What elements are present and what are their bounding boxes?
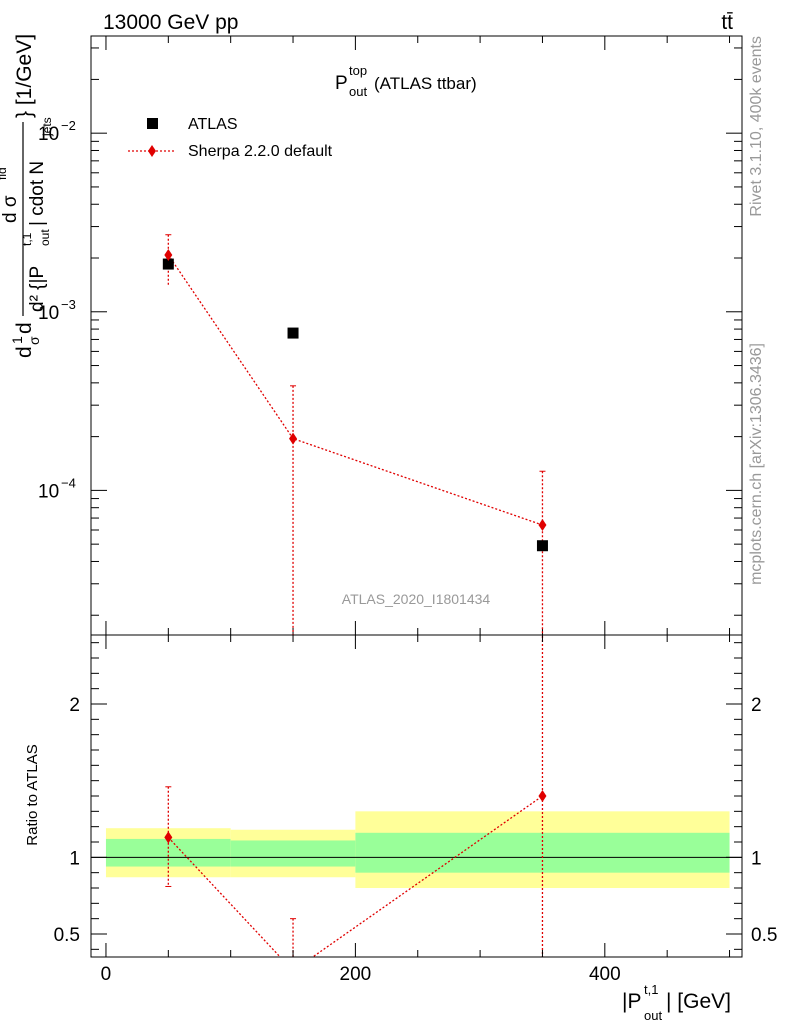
x-tick-label: 200 <box>340 964 372 985</box>
header-left: 13000 GeV pp <box>103 11 238 34</box>
legend-marker-atlas <box>147 118 158 129</box>
main-y-tick-label-exp: −3 <box>61 297 76 312</box>
main-title-main: P <box>335 73 348 94</box>
ratio-y-tick-label-right: 0.5 <box>751 925 777 946</box>
ratio-ticks <box>91 635 742 957</box>
main-y-label-d2: d <box>13 322 36 334</box>
x-label-sub: out <box>644 1008 662 1023</box>
main-title-sub: out <box>349 84 367 99</box>
main-y-tick-label-exp: −2 <box>61 118 76 133</box>
ratio-y-tick-label-right: 1 <box>751 848 762 869</box>
ratio-band-inner <box>230 840 356 867</box>
ratio-y-label: Ratio to ATLAS <box>24 744 41 845</box>
main-y-tick-label: 10 <box>38 303 59 324</box>
ratio-y-tick-label: 0.5 <box>54 925 80 946</box>
sherpa-point <box>538 519 547 532</box>
atlas-point <box>536 540 548 552</box>
ratio-marks <box>164 635 547 957</box>
main-y-label-den-sup: t,1 <box>20 232 34 246</box>
main-title: P <box>335 73 348 94</box>
x-label-sup: t,1 <box>644 982 658 997</box>
main-y-tick-label: 10 <box>38 124 59 145</box>
legend-marker-sherpa <box>148 145 156 157</box>
main-marks <box>162 234 548 635</box>
x-tick-label: 0 <box>101 964 112 985</box>
main-y-label-d1: d <box>13 346 36 358</box>
main-y-label-frac-den: σ <box>26 336 42 345</box>
ratio-tick-labels: 0.5 0.5 1 1 2 2 0 200 400 <box>54 695 778 985</box>
ratio-sherpa-line <box>167 795 543 957</box>
main-y-tick-label-exp: −4 <box>61 475 76 490</box>
ratio-series-group <box>164 635 547 957</box>
sherpa-point <box>289 432 298 445</box>
legend: ATLAS Sherpa 2.2.0 default <box>128 116 333 160</box>
main-y-label-fid: fid <box>0 167 9 180</box>
main-y-label-frac-num: 1 <box>9 336 25 344</box>
ratio-frame <box>90 634 743 958</box>
main-y-label-jets: jets <box>40 117 54 137</box>
header-right: tt̄ <box>721 11 733 34</box>
main-title-sup: top <box>349 63 367 78</box>
rivet-label: Rivet 3.1.10, 400k events <box>748 36 765 217</box>
ratio-y-tick-label: 1 <box>69 848 80 869</box>
x-label-rest: | [GeV] <box>666 990 731 1013</box>
ratio-y-tick-label-right: 2 <box>751 695 762 716</box>
main-y-tick-label: 10 <box>38 481 59 502</box>
main-y-label-units: } [1/GeV] <box>13 34 36 118</box>
atlas-point <box>287 327 299 339</box>
main-y-label: d 1 σ d d σ fid d² {|P t,1 out | cdot N … <box>0 34 54 358</box>
main-y-label-den-sub: out <box>38 229 52 246</box>
ratio-y-tick-label: 2 <box>69 695 80 716</box>
x-tick-label: 400 <box>589 964 621 985</box>
x-label-main: |P <box>622 990 641 1013</box>
ratio-panel: 0.5 0.51 12 20 200 400 Ratio to ATLAS |P t,1 … <box>24 634 778 1023</box>
legend-label-sherpa: Sherpa 2.2.0 default <box>188 143 333 160</box>
main-y-tick-labels: 10−210−310−4 <box>38 118 76 502</box>
ratio-bands <box>105 811 730 888</box>
main-y-label-den2: | cdot N <box>27 161 48 226</box>
legend-label-atlas: ATLAS <box>188 116 238 133</box>
analysis-watermark: ATLAS_2020_I1801434 <box>342 591 491 607</box>
main-ticks <box>91 36 742 635</box>
ratio-sherpa-point <box>538 790 547 802</box>
main-y-label-den1: d² {|P <box>27 266 48 312</box>
mcplots-label: mcplots.cern.ch [arXiv:1306.3436] <box>748 343 765 585</box>
sherpa-line <box>167 254 543 526</box>
sherpa-point <box>164 248 173 261</box>
main-panel: 10−210−310−4 P top out (ATLAS ttbar) d 1… <box>0 34 743 636</box>
ratio-sherpa-point <box>164 831 173 844</box>
main-y-label-num: d σ <box>0 195 21 223</box>
atlas-point <box>162 258 174 270</box>
main-title-rest: (ATLAS ttbar) <box>374 74 477 93</box>
